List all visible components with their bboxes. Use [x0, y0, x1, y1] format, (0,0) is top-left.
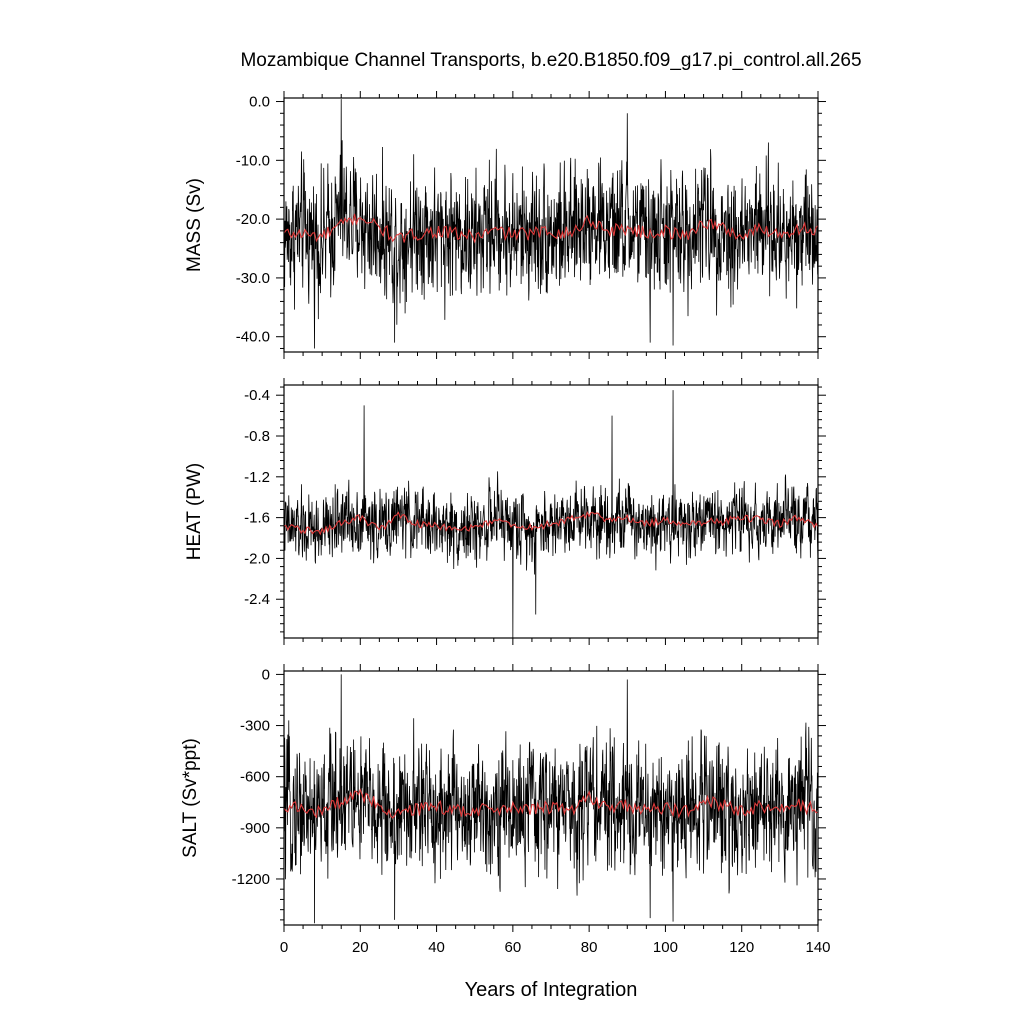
figure-title: Mozambique Channel Transports, b.e20.B18…: [240, 50, 861, 71]
x-tick-label: 80: [581, 939, 598, 956]
y-axis-label: MASS (Sv): [184, 178, 205, 272]
y-tick-label: -1.2: [244, 469, 270, 486]
y-tick-label: -600: [240, 769, 270, 786]
y-tick-label: -2.0: [244, 550, 270, 567]
y-axis-label: SALT (Sv*ppt): [180, 738, 201, 858]
y-tick-label: -300: [240, 718, 270, 735]
x-tick-label: 140: [805, 939, 830, 956]
y-tick-label: -20.0: [236, 211, 270, 228]
panel-1: -0.4 -0.8 -1.2 -1.6 -2.0 -2.4 HEAT (PW): [184, 378, 826, 645]
x-tick-label: 120: [729, 939, 754, 956]
panel-2: 0 -300 -600 -900 -1200 SALT (Sv*ppt) 0 20 40 60 80…: [180, 664, 831, 956]
y-tick-label: -10.0: [236, 152, 270, 169]
x-axis-label: Years of Integration: [465, 979, 638, 1001]
y-axis-label: HEAT (PW): [184, 463, 205, 560]
series-smooth-line: [284, 213, 818, 244]
panels: 0.0 -10.0 -20.0 -30.0 -40.0 MASS (Sv) -0.4 -0.8…: [180, 91, 831, 956]
series-smooth-line: [284, 510, 818, 536]
x-tick-label: 20: [352, 939, 369, 956]
series-raw-line: [284, 674, 818, 924]
series-raw-line: [284, 390, 818, 638]
y-tick-label: -0.4: [244, 387, 270, 404]
series-smooth-line: [284, 788, 818, 819]
panel-0: 0.0 -10.0 -20.0 -30.0 -40.0 MASS (Sv): [184, 91, 826, 359]
y-tick-label: -30.0: [236, 270, 270, 287]
y-tick-label: -40.0: [236, 329, 270, 346]
x-tick-label: 100: [653, 939, 678, 956]
y-tick-label: -1200: [232, 871, 270, 888]
y-tick-label: -1.6: [244, 510, 270, 527]
y-tick-label: -900: [240, 820, 270, 837]
y-tick-label: -2.4: [244, 591, 270, 608]
x-tick-label: 0: [280, 939, 288, 956]
x-tick-label: 40: [428, 939, 445, 956]
y-tick-label: 0: [262, 666, 270, 683]
y-tick-label: -0.8: [244, 428, 270, 445]
y-tick-label: 0.0: [249, 94, 270, 111]
series-raw-line: [284, 99, 818, 349]
x-tick-label: 60: [505, 939, 522, 956]
